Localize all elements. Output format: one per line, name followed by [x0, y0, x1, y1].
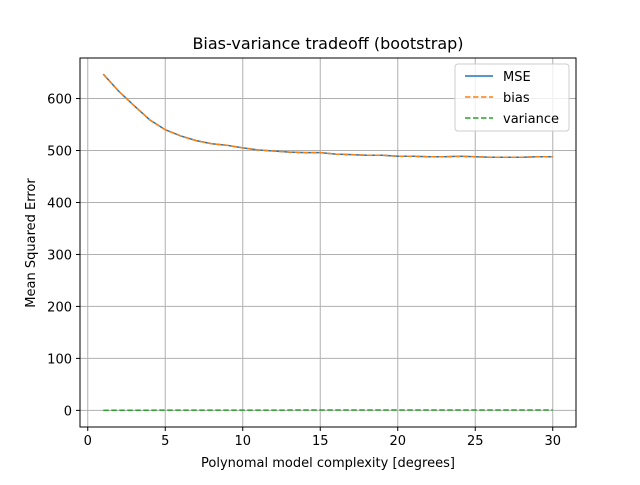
legend-label: variance [503, 112, 559, 127]
x-tick-label: 25 [467, 434, 484, 449]
y-tick-label: 300 [47, 248, 72, 263]
x-tick-label: 10 [234, 434, 251, 449]
legend-label: bias [503, 91, 530, 106]
y-tick-label: 600 [47, 93, 72, 108]
chart-title: Bias-variance tradeoff (bootstrap) [192, 34, 463, 53]
y-tick-label: 200 [47, 300, 72, 315]
x-tick-label: 30 [544, 434, 561, 449]
y-tick-label: 400 [47, 196, 72, 211]
legend-label: MSE [503, 70, 531, 85]
x-tick-label: 5 [161, 434, 169, 449]
y-axis-label: Mean Squared Error [24, 178, 39, 308]
y-tick-label: 100 [47, 352, 72, 367]
legend: MSE bias variance [455, 64, 569, 131]
x-axis-label: Polynomal model complexity [degrees] [201, 456, 455, 471]
x-tick-label: 15 [312, 434, 329, 449]
x-tick-label: 20 [389, 434, 406, 449]
y-tick-label: 500 [47, 145, 72, 160]
x-tick-label: 0 [84, 434, 92, 449]
y-tick-label: 0 [64, 404, 72, 419]
